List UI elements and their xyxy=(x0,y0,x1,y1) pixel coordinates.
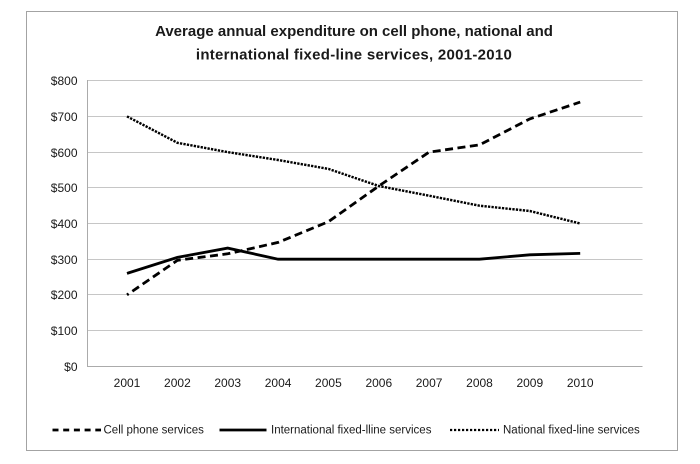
svg-text:2002: 2002 xyxy=(164,376,191,390)
svg-text:international fixed-line servi: international fixed-line services, 2001-… xyxy=(196,47,512,64)
svg-text:National fixed-line services: National fixed-line services xyxy=(503,424,640,436)
svg-text:$700: $700 xyxy=(51,110,78,124)
svg-text:$500: $500 xyxy=(51,181,78,195)
svg-text:International fixed-lline serv: International fixed-lline services xyxy=(271,424,432,436)
svg-text:$100: $100 xyxy=(51,324,78,338)
svg-text:$600: $600 xyxy=(51,146,78,160)
svg-text:Cell phone services: Cell phone services xyxy=(104,424,205,436)
svg-text:$0: $0 xyxy=(64,360,78,374)
svg-text:2008: 2008 xyxy=(466,376,493,390)
svg-text:2009: 2009 xyxy=(516,376,543,390)
svg-text:$300: $300 xyxy=(51,253,78,267)
svg-text:2001: 2001 xyxy=(114,376,141,390)
svg-text:2004: 2004 xyxy=(265,376,292,390)
svg-text:2010: 2010 xyxy=(567,376,594,390)
svg-text:$400: $400 xyxy=(51,217,78,231)
svg-text:Average annual expenditure on: Average annual expenditure on cell phone… xyxy=(155,23,553,40)
svg-text:$200: $200 xyxy=(51,288,78,302)
svg-text:2005: 2005 xyxy=(315,376,342,390)
svg-text:2007: 2007 xyxy=(416,376,443,390)
svg-text:$800: $800 xyxy=(51,74,78,88)
svg-text:2006: 2006 xyxy=(365,376,392,390)
svg-text:2003: 2003 xyxy=(214,376,241,390)
